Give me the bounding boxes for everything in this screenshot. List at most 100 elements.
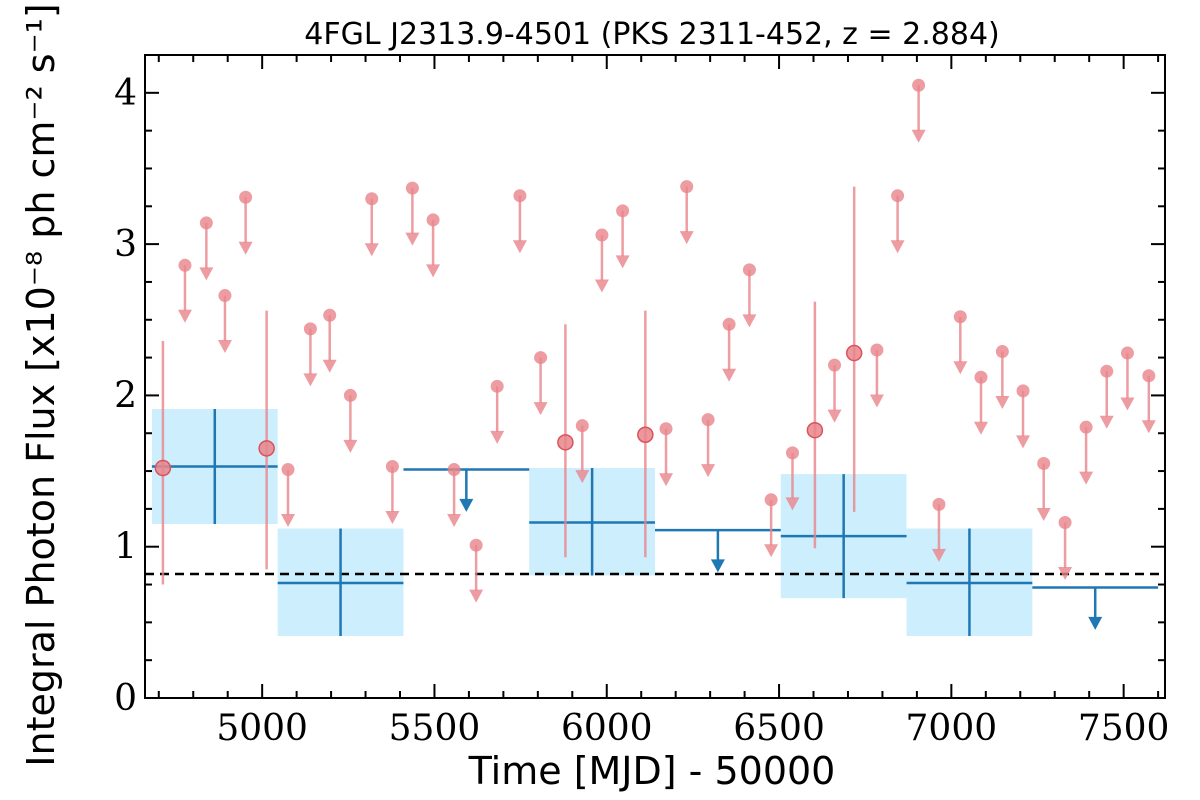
chart-title: 4FGL J2313.9-4501 (PKS 2311-452, z = 2.8… — [304, 17, 999, 52]
short-bin-upper-limit-marker — [595, 228, 609, 242]
long-bin-series — [151, 409, 1159, 636]
x-tick-label: 5000 — [216, 708, 308, 749]
short-bin-upper-limit-arrow — [911, 129, 926, 143]
short-bin-upper-limit-arrow — [322, 359, 337, 373]
short-bin-upper-limit-arrow — [931, 548, 946, 562]
short-bin-upper-limit-arrow — [701, 464, 716, 478]
short-bin-upper-limit-marker — [405, 181, 419, 195]
short-bin-upper-limit-arrow — [742, 314, 757, 328]
long-bin-upper-limit-arrow — [710, 559, 725, 573]
short-bin-upper-limit-marker — [659, 422, 673, 436]
short-bin-upper-limit-marker — [575, 419, 589, 433]
short-bin-upper-limit-marker — [932, 497, 946, 511]
short-bin-upper-limit-marker — [323, 308, 337, 322]
short-bin-upper-limit-arrow — [1099, 415, 1114, 429]
short-bin-upper-limit-arrow — [490, 430, 505, 444]
short-bin-upper-limit-arrow — [512, 240, 527, 254]
short-bin-upper-limit-marker — [218, 289, 232, 303]
short-bin-upper-limit-arrow — [973, 421, 988, 435]
short-bin-upper-limit-arrow — [679, 231, 694, 245]
short-bin-upper-limit-arrow — [869, 394, 884, 408]
short-bin-upper-limit-marker — [764, 493, 778, 507]
short-bin-upper-limit-arrow — [659, 473, 674, 487]
short-bin-upper-limit-marker — [912, 78, 926, 92]
short-bin-upper-limit-marker — [303, 322, 317, 336]
y-tick-label: 0 — [114, 678, 137, 719]
long-bin-upper-limit-arrow — [459, 498, 474, 512]
short-bin-upper-limit-arrow — [177, 309, 192, 323]
short-bin-upper-limit-marker — [469, 538, 483, 552]
short-bin-upper-limit-arrow — [303, 373, 318, 387]
short-bin-upper-limit-marker — [534, 351, 548, 365]
plot-axes: 5000 5500 6000 6500 7000 7500 0 1 2 3 4 — [114, 54, 1169, 749]
short-bin-upper-limit-marker — [1058, 515, 1072, 529]
short-bin-upper-limit-arrow — [1016, 435, 1031, 449]
short-bin-upper-limit-arrow — [575, 470, 590, 484]
short-bin-upper-limit-arrow — [594, 279, 609, 293]
short-bin-upper-limit-arrow — [343, 439, 358, 453]
short-bin-upper-limit-arrow — [764, 544, 779, 558]
short-bin-upper-limit-arrow — [281, 514, 296, 528]
short-bin-upper-limit-arrow — [217, 340, 232, 354]
short-bin-point — [845, 344, 863, 362]
short-bin-upper-limit-marker — [490, 379, 504, 393]
short-bin-upper-limit-arrow — [890, 240, 905, 254]
short-bin-upper-limit-arrow — [722, 368, 737, 382]
short-bin-upper-limit-arrow — [447, 514, 462, 528]
short-bin-upper-limit-marker — [281, 463, 295, 477]
short-bin-upper-limit-arrow — [238, 241, 253, 255]
short-bin-upper-limit-marker — [199, 216, 213, 230]
short-bin-upper-limit-arrow — [953, 361, 968, 375]
short-bin-upper-limit-marker — [995, 345, 1009, 359]
short-bin-point — [637, 426, 654, 443]
short-bin-upper-limit-arrow — [1141, 420, 1156, 434]
short-bin-upper-limit-marker — [870, 343, 884, 357]
short-bin-upper-limit-marker — [513, 189, 527, 203]
x-axis-title: Time [MJD] - 50000 — [468, 749, 836, 793]
short-bin-upper-limit-arrow — [199, 267, 214, 281]
short-bin-upper-limit-marker — [1142, 369, 1156, 383]
axis-labels: 4FGL J2313.9-4501 (PKS 2311-452, z = 2.8… — [19, 3, 1000, 793]
short-bin-upper-limit-marker — [385, 460, 399, 474]
short-bin-upper-limit-marker — [1120, 346, 1134, 360]
short-bin-upper-limit-arrow — [426, 264, 441, 278]
short-bin-series — [154, 78, 1156, 603]
short-bin-upper-limit-arrow — [827, 409, 842, 423]
short-bin-point — [154, 459, 172, 477]
short-bin-upper-limit-marker — [1100, 364, 1114, 378]
short-bin-upper-limit-arrow — [469, 589, 484, 603]
y-tick-label: 2 — [114, 375, 137, 416]
x-tick-label: 6000 — [561, 708, 653, 749]
x-tick-label: 7000 — [906, 708, 998, 749]
short-bin-upper-limit-arrow — [995, 396, 1010, 410]
x-tick-label: 5500 — [389, 708, 481, 749]
short-bin-upper-limit-arrow — [1120, 397, 1135, 411]
short-bin-upper-limit-marker — [343, 388, 357, 402]
short-bin-upper-limit-arrow — [533, 402, 548, 416]
short-bin-upper-limit-marker — [891, 189, 905, 203]
short-bin-upper-limit-marker — [742, 263, 756, 277]
short-bin-upper-limit-marker — [178, 258, 192, 272]
short-bin-upper-limit-marker — [1037, 456, 1051, 470]
short-bin-upper-limit-arrow — [785, 497, 800, 511]
short-bin-upper-limit-marker — [785, 446, 799, 460]
short-bin-upper-limit-marker — [365, 192, 379, 206]
x-tick-label: 6500 — [733, 708, 825, 749]
short-bin-upper-limit-arrow — [364, 243, 379, 257]
short-bin-upper-limit-marker — [953, 310, 967, 324]
short-bin-upper-limit-marker — [1016, 384, 1030, 398]
short-bin-point — [806, 421, 824, 439]
short-bin-point — [557, 434, 574, 451]
y-tick-label: 4 — [114, 73, 137, 114]
short-bin-upper-limit-marker — [722, 317, 736, 331]
short-bin-upper-limit-marker — [616, 204, 630, 218]
short-bin-upper-limit-marker — [447, 463, 461, 477]
y-axis-title: Integral Photon Flux [x10⁻⁸ ph cm⁻² s⁻¹] — [19, 3, 63, 766]
y-tick-label: 1 — [114, 527, 137, 568]
short-bin-upper-limit-arrow — [405, 232, 420, 246]
short-bin-upper-limit-marker — [974, 370, 988, 384]
short-bin-upper-limit-arrow — [615, 255, 630, 269]
short-bin-upper-limit-marker — [426, 213, 440, 227]
short-bin-upper-limit-arrow — [385, 511, 400, 525]
